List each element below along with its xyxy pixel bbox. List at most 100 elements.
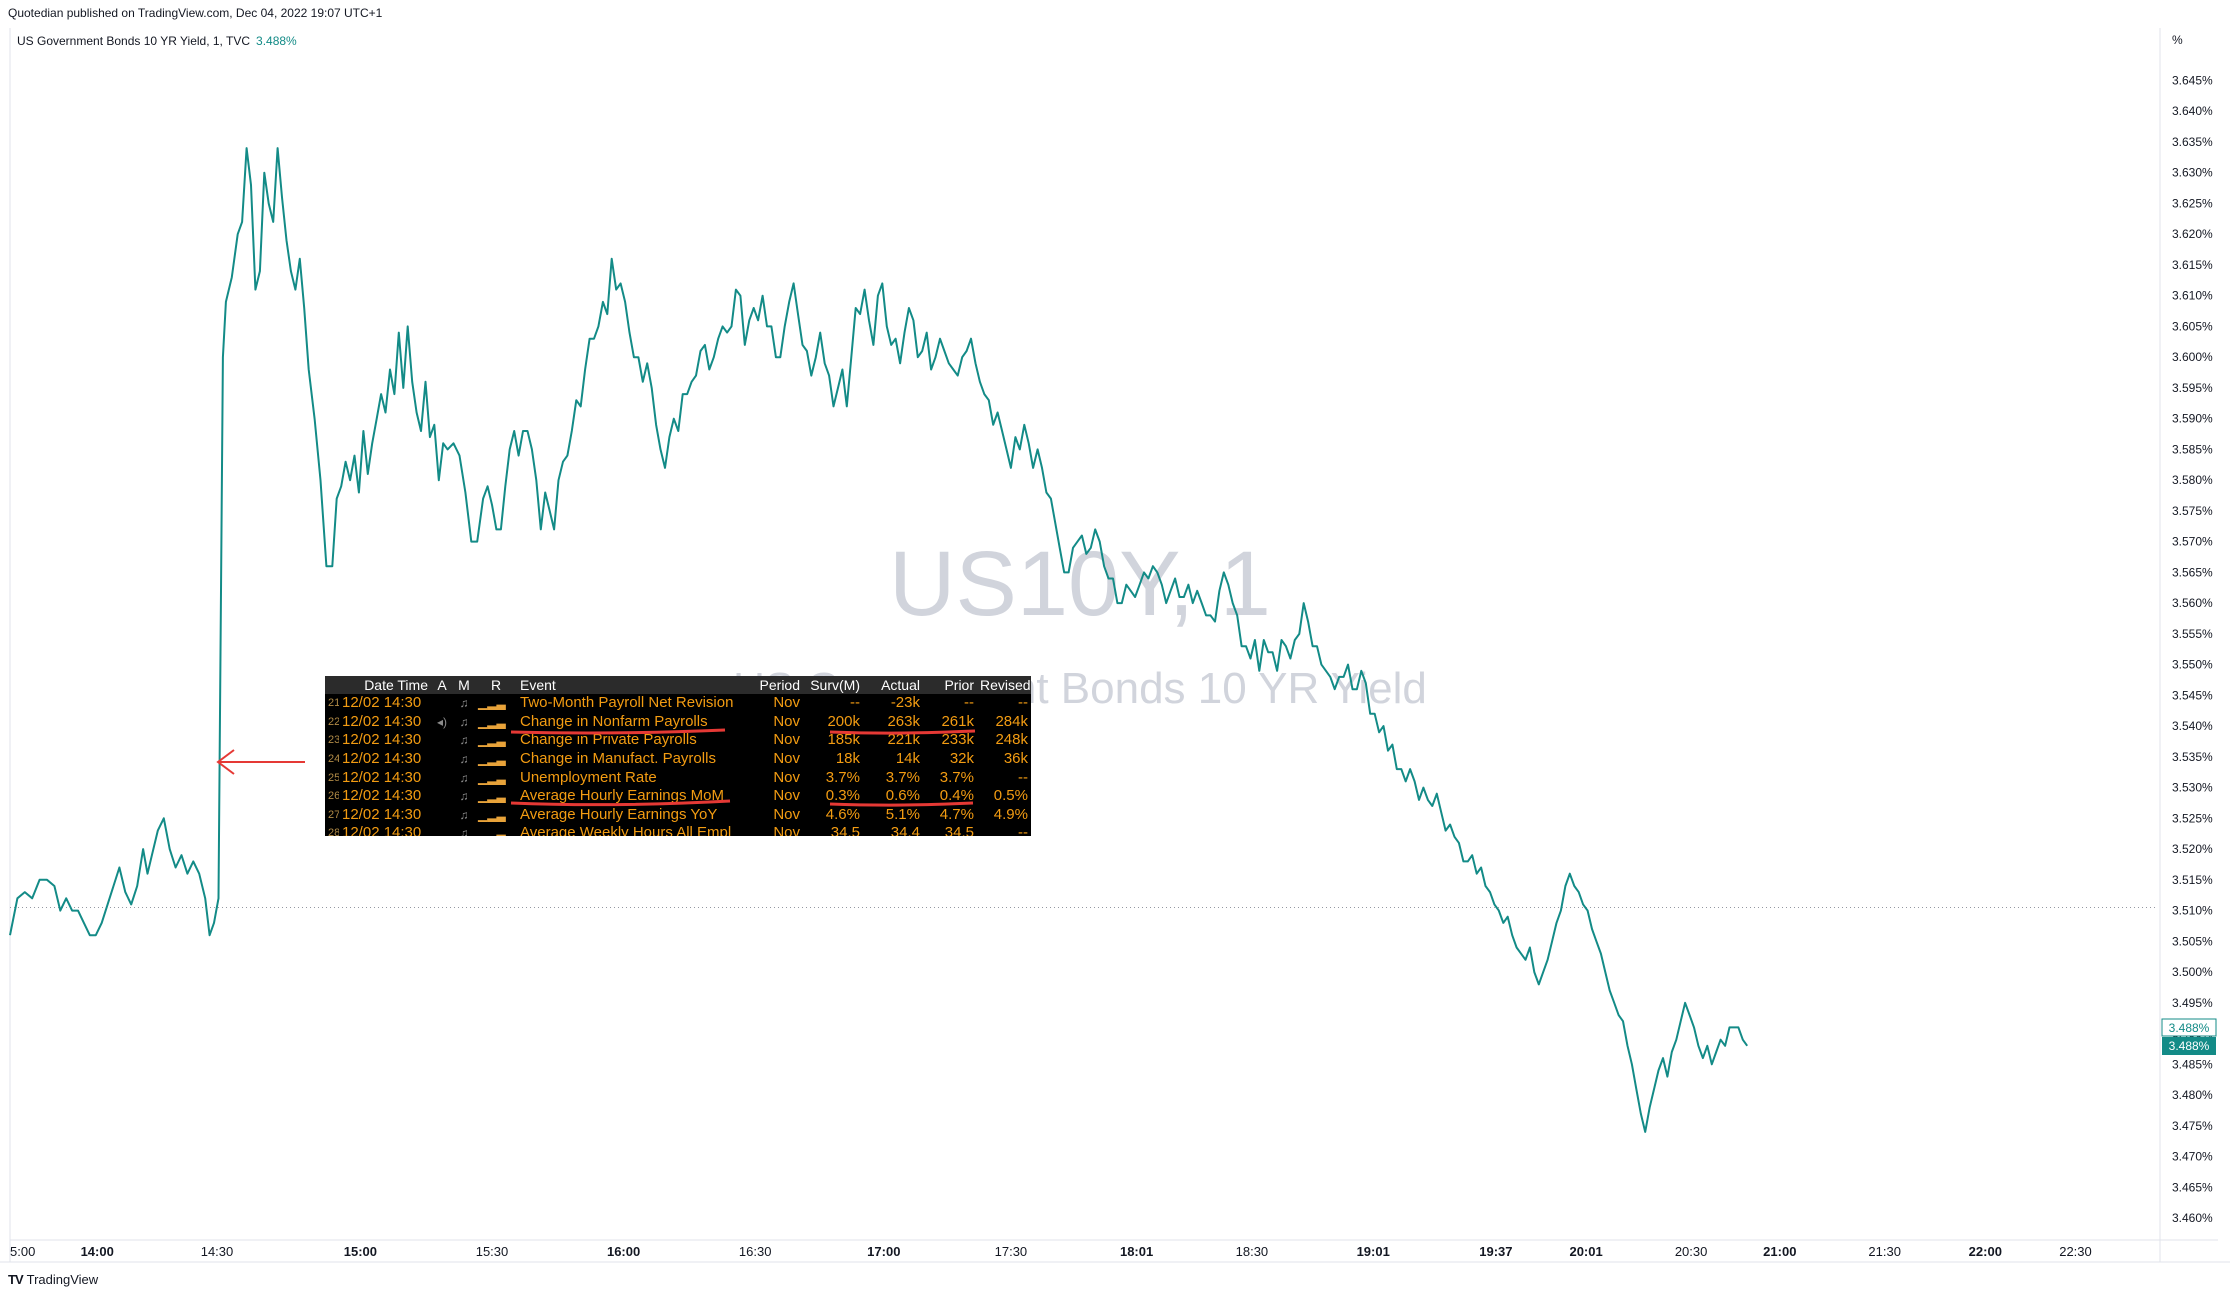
row-relevance-icon: ▁▂▃ [478, 733, 506, 748]
y-tick-label: 3.540% [2172, 719, 2213, 733]
x-tick-label: 16:30 [739, 1244, 772, 1259]
row-actual: 14k [895, 750, 920, 768]
y-tick-label: 3.510% [2172, 904, 2213, 918]
row-audio-icon [431, 768, 453, 787]
col-m: M [453, 676, 475, 694]
price-tag-filled [2162, 1037, 2216, 1055]
row-event: Average Hourly Earnings MoM [520, 787, 724, 805]
row-index: 23) [328, 734, 339, 747]
price-tag-filled-text: 3.488% [2169, 1039, 2210, 1053]
x-tick-label: 15:00 [344, 1244, 377, 1259]
y-tick-label: 3.640% [2172, 104, 2213, 118]
y-tick-label: 3.470% [2172, 1150, 2213, 1164]
row-period: Nov [773, 824, 800, 836]
row-actual: -23k [890, 694, 920, 712]
y-tick-label: 3.460% [2172, 1211, 2213, 1225]
row-revised: 248k [995, 731, 1028, 749]
x-tick-label: 18:01 [1120, 1244, 1153, 1259]
row-relevance-icon: ▁▂▃ [478, 770, 506, 785]
y-tick-label: 3.485% [2172, 1057, 2213, 1071]
y-tick-label: 3.505% [2172, 934, 2213, 948]
y-tick-label: 3.495% [2172, 996, 2213, 1010]
row-relevance-icon: ▁▂▃ [478, 752, 506, 767]
table-row: 24)12/02 14:30 ♫ ▁▂▃ Change in Manufact. Pa… [325, 750, 1031, 769]
row-prior: 261k [941, 712, 974, 730]
y-tick-label: 3.590% [2172, 412, 2213, 426]
y-tick-label: 3.520% [2172, 842, 2213, 856]
row-prior: 4.7% [939, 805, 974, 823]
row-revised: -- [1018, 768, 1028, 786]
col-event: Event [517, 676, 753, 694]
table-row: 28)12/02 14:30 ♫ ▁▂▃ Average Weekly Hours A… [325, 824, 1031, 836]
row-event: Two-Month Payroll Net Revision [520, 694, 734, 712]
y-tick-label: 3.620% [2172, 227, 2213, 241]
watermark-symbol: US10Y, 1 [889, 533, 1271, 635]
table-row: 23)12/02 14:30 ♫ ▁▂▃ Change in Private Payr… [325, 731, 1031, 750]
row-date-time: 12/02 14:30 [342, 712, 422, 730]
row-event: Unemployment Rate [520, 768, 657, 786]
y-tick-label: 3.615% [2172, 258, 2213, 272]
tradingview-brand[interactable]: TV TradingView [8, 1272, 98, 1287]
row-index: 27) [328, 808, 339, 821]
row-date-time: 12/02 14:30 [342, 731, 422, 749]
row-revised: -- [1018, 824, 1028, 836]
y-tick-label: 3.600% [2172, 350, 2213, 364]
row-period: Nov [773, 805, 800, 823]
row-date-time: 12/02 14:30 [342, 787, 422, 805]
row-revised: 0.5% [993, 787, 1028, 805]
table-header-row: Date Time A M R Event Period Surv(M) Act… [325, 676, 1031, 694]
table-row: 26)12/02 14:30 ♫ ▁▂▃ Average Hourly Earning… [325, 787, 1031, 806]
row-index: 24) [328, 753, 339, 766]
row-date-time: 12/02 14:30 [342, 805, 422, 823]
x-tick-label: 18:30 [1236, 1244, 1269, 1259]
symbol-legend: US Government Bonds 10 YR Yield, 1, TVC 3… [17, 34, 297, 48]
price-tag-group: 3.488% 3.488% [2161, 1018, 2217, 1055]
row-index: 25) [328, 771, 339, 784]
economic-calendar-overlay: Date Time A M R Event Period Surv(M) Act… [325, 676, 1031, 836]
row-alert-icon: ♫ [459, 752, 469, 767]
row-period: Nov [773, 731, 800, 749]
row-event: Change in Manufact. Payrolls [520, 750, 716, 768]
row-alert-icon: ♫ [459, 714, 469, 729]
symbol-name: US Government Bonds 10 YR Yield, 1, TVC [17, 34, 251, 48]
row-actual: 3.7% [885, 768, 920, 786]
row-prior: 34.5 [944, 824, 974, 836]
y-tick-label: 3.635% [2172, 135, 2213, 149]
y-tick-label: 3.575% [2172, 504, 2213, 518]
published-by-text: Quotedian published on TradingView.com, … [8, 6, 383, 20]
y-tick-label: 3.625% [2172, 197, 2213, 211]
x-tick-label: 15:30 [476, 1244, 509, 1259]
row-survey: 3.7% [825, 768, 860, 786]
row-prior: -- [964, 694, 974, 712]
x-tick-label: 19:37 [1479, 1244, 1512, 1259]
row-relevance-icon: ▁▂▃ [478, 789, 506, 804]
tradingview-logo-icon: TV [8, 1272, 24, 1287]
row-alert-icon: ♫ [459, 789, 469, 804]
y-tick-label: 3.565% [2172, 565, 2213, 579]
annotation-arrow [216, 749, 305, 775]
x-tick-label: 19:01 [1357, 1244, 1390, 1259]
row-revised: 36k [1003, 750, 1028, 768]
row-prior: 0.4% [939, 787, 974, 805]
row-date-time: 12/02 14:30 [342, 824, 422, 836]
x-tick-label: 14:30 [201, 1244, 234, 1259]
x-tick-label: 22:30 [2059, 1244, 2092, 1259]
x-tick-label: 17:30 [995, 1244, 1028, 1259]
row-audio-icon [431, 731, 453, 750]
row-relevance-icon: ▁▂▃ [478, 696, 506, 711]
row-survey: 4.6% [825, 805, 860, 823]
x-tick-label: 21:00 [1763, 1244, 1796, 1259]
y-tick-label: 3.585% [2172, 442, 2213, 456]
y-tick-label: 3.545% [2172, 688, 2213, 702]
x-tick-label: 22:00 [1969, 1244, 2002, 1259]
row-period: Nov [773, 787, 800, 805]
economic-calendar-table: Date Time A M R Event Period Surv(M) Act… [325, 676, 1031, 836]
row-survey: 185k [827, 731, 860, 749]
y-tick-label: 3.530% [2172, 781, 2213, 795]
price-axis-unit: % [2172, 33, 2183, 47]
row-actual: 34.4 [890, 824, 920, 836]
row-period: Nov [773, 768, 800, 786]
y-tick-label: 3.535% [2172, 750, 2213, 764]
table-row: 22)12/02 14:30 ◂) ♫ ▁▂▃ Change in Nonfarm Pa… [325, 713, 1031, 732]
